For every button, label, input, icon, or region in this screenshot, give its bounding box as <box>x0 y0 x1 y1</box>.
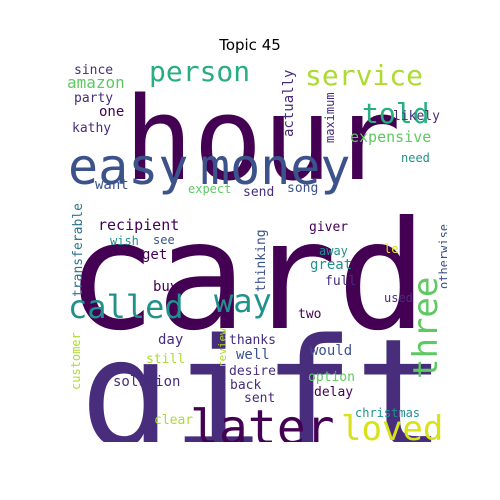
word-maximum: maximum <box>323 92 337 143</box>
word-money: money <box>200 138 351 196</box>
word-service: service <box>305 59 424 92</box>
word-review: review <box>216 328 229 368</box>
word-later: later <box>190 400 335 442</box>
word-want: want <box>95 177 129 193</box>
word-christmas: christmas <box>355 406 421 420</box>
word-person: person <box>149 57 251 88</box>
word-told: told <box>362 97 430 130</box>
word-great: great <box>310 257 353 273</box>
word-two: two <box>298 307 322 322</box>
word-away: away <box>319 244 348 258</box>
word-song: song <box>287 181 319 196</box>
word-le: le <box>384 242 399 256</box>
word-recipient: recipient <box>98 216 180 234</box>
word-sent: sent <box>244 391 276 406</box>
word-thanks: thanks <box>229 333 276 348</box>
word-cloud: hour card gift money easy later loved ca… <box>62 57 447 443</box>
word-giver: giver <box>309 220 349 235</box>
word-easy: easy <box>68 138 189 196</box>
word-well: well <box>236 347 270 363</box>
word-buy: buy <box>153 279 179 295</box>
word-wish: wish <box>110 234 139 248</box>
word-loved: loved <box>341 409 444 442</box>
word-thinking: thinking <box>254 229 269 292</box>
word-party: party <box>74 91 114 106</box>
word-expensive: expensive <box>350 128 432 146</box>
word-see: see <box>153 233 175 247</box>
word-transferable: transferable <box>71 203 86 297</box>
word-used: used <box>384 291 413 305</box>
word-gift: gift <box>80 306 447 443</box>
word-actually: actually <box>281 69 297 137</box>
word-amazon: amazon <box>67 73 125 92</box>
word-day: day <box>158 332 184 348</box>
word-way: way <box>214 282 272 320</box>
word-kathy: kathy <box>72 121 112 136</box>
word-card: card <box>66 190 428 364</box>
word-three: three <box>406 276 446 379</box>
word-one: one <box>99 104 125 120</box>
word-would: would <box>310 343 353 359</box>
word-send: send <box>243 185 275 200</box>
word-desire: desire <box>229 364 276 379</box>
word-still: still <box>146 352 186 367</box>
word-delay: delay <box>314 385 354 400</box>
word-called: called <box>68 288 184 326</box>
word-clear: clear <box>154 413 194 428</box>
word-likely: likely <box>393 109 440 124</box>
chart-title: Topic 45 <box>219 36 281 54</box>
word-since: since <box>74 63 114 78</box>
word-expect: expect <box>188 182 232 196</box>
word-solution: solution <box>113 374 181 390</box>
word-hour: hour <box>124 73 401 207</box>
word-back: back <box>230 378 262 393</box>
word-customer: customer <box>69 332 83 390</box>
word-full: full <box>325 274 357 289</box>
word-need: need <box>401 151 430 165</box>
word-option: option <box>308 370 355 385</box>
word-get: get <box>142 247 168 263</box>
word-otherwise: otherwise <box>437 223 447 289</box>
